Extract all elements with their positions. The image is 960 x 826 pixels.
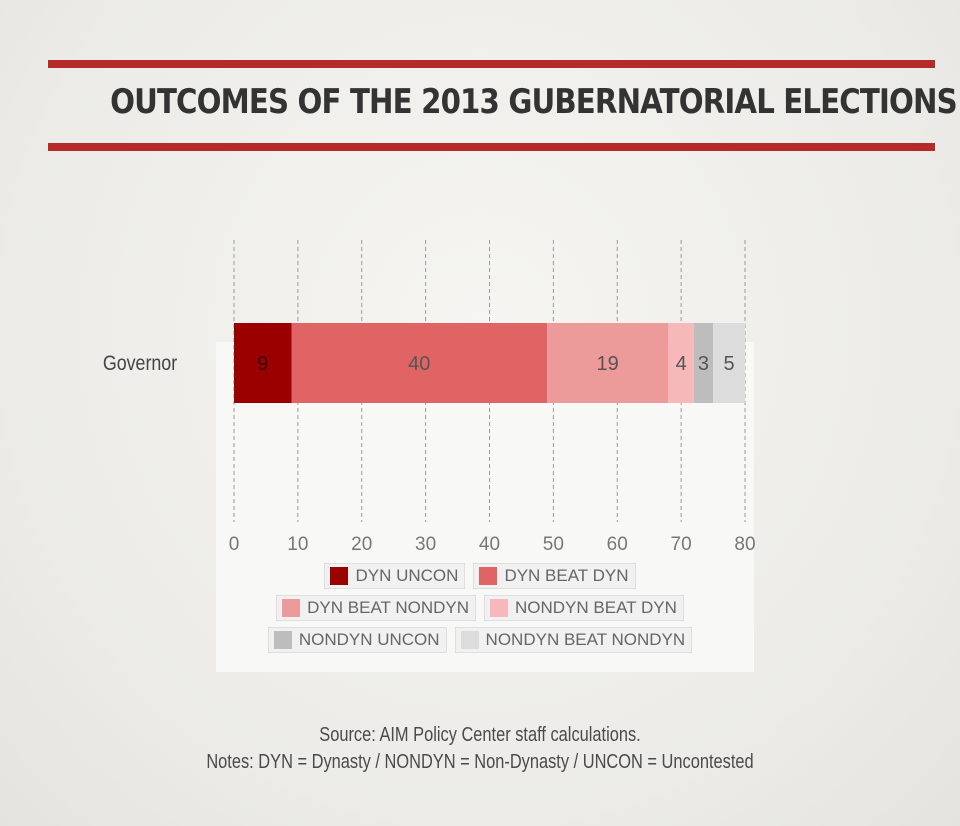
legend-row: DYN BEAT NONDYN NONDYN BEAT DYN: [0, 595, 960, 621]
legend-label: NONDYN UNCON: [298, 630, 440, 649]
bar-segment: [291, 323, 547, 403]
bar-value-label: 4: [676, 353, 687, 375]
legend-item: DYN UNCON: [324, 563, 466, 589]
legend-swatch: [273, 631, 292, 649]
bar-value-label: 5: [723, 353, 734, 375]
title-bottom-rule: [48, 143, 935, 151]
legend-item: NONDYN BEAT NONDYN: [454, 627, 693, 653]
bar-value-label: 3: [698, 353, 709, 375]
legend-swatch: [330, 567, 349, 585]
x-tick-label: 40: [479, 534, 500, 555]
legend-label: DYN BEAT NONDYN: [307, 598, 469, 617]
legend-label: NONDYN BEAT DYN: [515, 598, 677, 617]
legend-item: NONDYN UNCON: [267, 627, 447, 653]
bar-value-label: 19: [597, 353, 619, 375]
bar-value-label: 40: [408, 353, 430, 375]
category-label: Governor: [103, 352, 178, 376]
legend-swatch: [460, 631, 479, 649]
legend-swatch: [479, 567, 498, 585]
x-tick-label: 50: [543, 534, 564, 555]
x-tick-label: 20: [351, 534, 372, 555]
x-tick-label: 70: [671, 534, 692, 555]
legend-label: DYN BEAT DYN: [504, 566, 629, 585]
legend-item: DYN BEAT NONDYN: [276, 595, 476, 621]
bar-segment: [713, 323, 745, 403]
title-top-rule: [48, 60, 935, 68]
bar-segment: [234, 323, 292, 403]
bar-segment: [693, 323, 714, 403]
bar-value-label: 9: [257, 353, 268, 375]
x-tick-label: 10: [287, 534, 308, 555]
x-tick-label: 80: [734, 534, 755, 555]
x-tick-label: 30: [415, 534, 436, 555]
legend-swatch: [490, 599, 508, 617]
bar-segment: [546, 323, 669, 403]
legend-row: DYN UNCON DYN BEAT DYN: [0, 563, 960, 589]
chart-title: OUTCOMES OF THE 2013 GUBERNATORIAL ELECT…: [110, 82, 958, 122]
legend-label: DYN UNCON: [355, 566, 459, 585]
legend-item: DYN BEAT DYN: [473, 563, 636, 589]
notes-line: Notes: DYN = Dynasty / NONDYN = Non-Dyna…: [206, 751, 754, 773]
legend-label: NONDYN BEAT NONDYN: [485, 630, 686, 649]
x-tick-label: 0: [229, 534, 240, 555]
source-note: Source: AIM Policy Center staff calculat…: [319, 724, 641, 746]
bar-segment: [668, 323, 694, 403]
x-tick-label: 60: [607, 534, 628, 555]
legend-item: NONDYN BEAT DYN: [484, 595, 684, 621]
legend-row: NONDYN UNCON NONDYN BEAT NONDYN: [0, 627, 960, 653]
legend-swatch: [282, 599, 301, 617]
